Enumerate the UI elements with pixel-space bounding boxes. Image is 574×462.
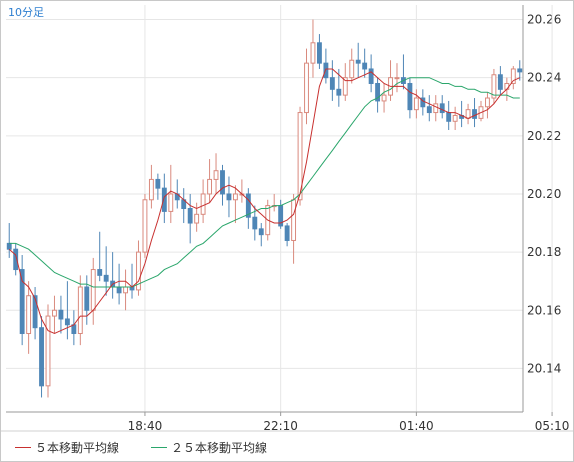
ma5-line xyxy=(8,68,521,335)
candle-up xyxy=(213,170,219,180)
interval-label: 10分足 xyxy=(8,6,44,19)
legend-ma25: ２５本移動平均線 xyxy=(151,438,267,456)
candle-up xyxy=(465,109,471,119)
candle-up xyxy=(291,199,297,241)
candle-down xyxy=(336,88,342,96)
candle-down xyxy=(13,248,19,271)
candle-up xyxy=(394,77,400,80)
candle-up xyxy=(342,77,348,96)
candle-down xyxy=(420,97,426,108)
candle-down xyxy=(258,228,264,236)
candle-up xyxy=(45,315,51,387)
candle-down xyxy=(375,82,381,102)
candle-down xyxy=(497,74,503,90)
legend-ma25-label: ２５本移動平均線 xyxy=(171,440,268,455)
x-tick-label: 01:40 xyxy=(399,419,434,433)
y-tick-label: 20.14 xyxy=(527,361,561,375)
candle-up xyxy=(194,213,200,224)
candle-down xyxy=(71,324,77,335)
candle-down xyxy=(472,109,477,119)
candle-down xyxy=(187,208,193,224)
candle-down xyxy=(32,295,38,329)
candle-down xyxy=(368,68,374,84)
candle-up xyxy=(232,193,238,201)
candle-down xyxy=(252,216,258,230)
candle-down xyxy=(407,82,413,111)
legend-ma5-label: ５本移動平均線 xyxy=(35,440,120,455)
candle-down xyxy=(284,225,290,241)
candle-down xyxy=(64,318,70,326)
y-tick-label: 20.20 xyxy=(527,187,561,201)
candle-up xyxy=(207,178,213,195)
candle-up xyxy=(510,68,516,84)
candle-up xyxy=(148,178,154,201)
y-tick-label: 20.24 xyxy=(527,71,561,85)
candle-down xyxy=(439,103,445,114)
candle-down xyxy=(426,106,432,114)
candle-down xyxy=(220,170,225,195)
candle-down xyxy=(58,309,64,320)
candle-up xyxy=(200,193,206,215)
candle-down xyxy=(446,112,452,122)
candle-up xyxy=(77,286,83,335)
ma25-line xyxy=(9,77,520,288)
candle-down xyxy=(116,286,122,294)
x-tick-label: 22:10 xyxy=(263,419,298,433)
candle-up xyxy=(142,199,148,253)
candle-down xyxy=(155,178,161,189)
candle-down xyxy=(362,62,368,70)
candle-down xyxy=(39,327,44,387)
candle-up xyxy=(26,295,32,335)
candle-down xyxy=(245,193,251,218)
candle-up xyxy=(433,103,439,114)
ma5-swatch xyxy=(15,446,31,448)
candle-up xyxy=(310,42,316,64)
candle-up xyxy=(381,94,387,102)
x-tick-label: 05:10 xyxy=(535,419,570,433)
candle-up xyxy=(52,309,57,317)
candle-up xyxy=(349,59,355,79)
candle-up xyxy=(452,114,458,122)
candle-down xyxy=(329,77,335,90)
candle-up xyxy=(485,97,490,108)
y-tick-label: 20.16 xyxy=(527,303,561,317)
candle-down xyxy=(103,274,109,282)
candle-up xyxy=(168,193,174,212)
y-tick-label: 20.18 xyxy=(527,245,561,259)
candle-up xyxy=(297,112,303,201)
candle-down xyxy=(316,42,322,64)
legend-ma5: ５本移動平均線 xyxy=(15,438,119,456)
candle-down xyxy=(97,269,103,276)
y-tick-label: 20.22 xyxy=(527,129,561,143)
ma25-swatch xyxy=(151,446,167,448)
candle-down xyxy=(226,193,232,201)
x-tick-label: 18:40 xyxy=(128,419,163,433)
candle-up xyxy=(491,74,497,99)
candle-down xyxy=(517,68,523,73)
candle-up xyxy=(413,97,419,111)
candle-down xyxy=(6,242,12,250)
candle-down xyxy=(355,59,361,64)
candle-up xyxy=(304,62,309,114)
candle-up xyxy=(90,269,96,311)
candle-up xyxy=(136,251,141,291)
y-tick-label: 20.26 xyxy=(527,13,561,27)
candle-down xyxy=(19,269,25,335)
candle-down xyxy=(161,187,167,212)
candle-down xyxy=(84,286,90,311)
candle-up xyxy=(123,286,128,294)
